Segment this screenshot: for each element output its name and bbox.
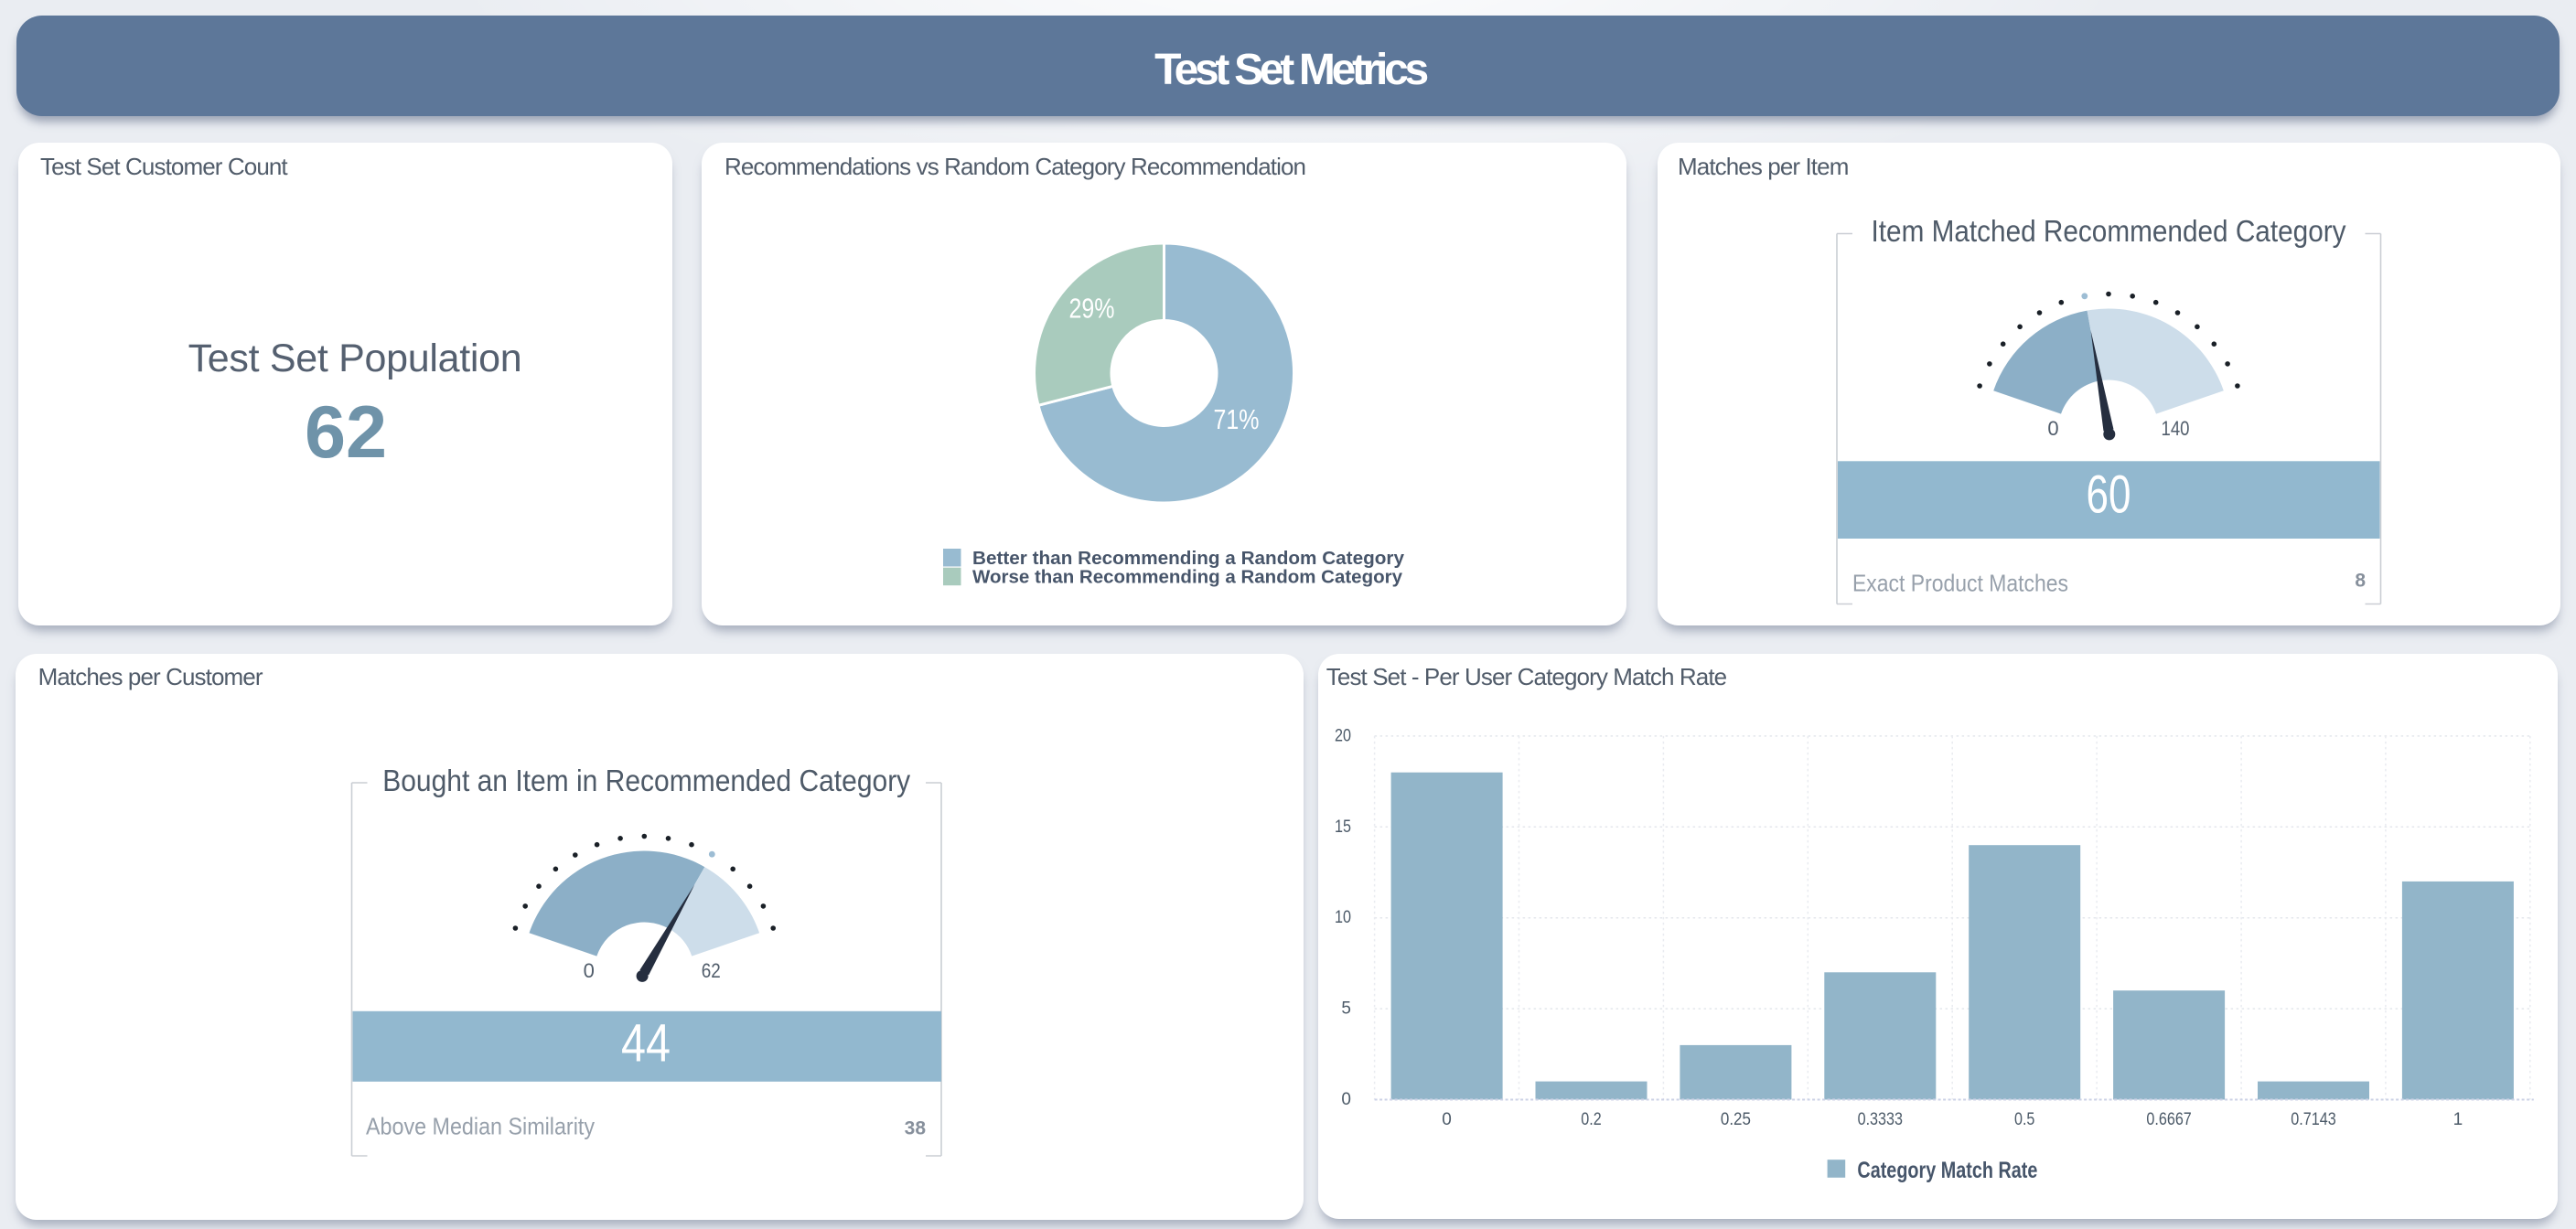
svg-text:Better than Recommending a Ran: Better than Recommending a Random Catego… [972,548,1405,569]
svg-text:60: 60 [2087,465,2131,525]
svg-text:29%: 29% [1069,293,1115,325]
svg-text:8: 8 [2355,571,2366,592]
svg-text:Above Median Similarity: Above Median Similarity [366,1113,595,1140]
svg-text:0.2: 0.2 [1581,1110,1601,1129]
svg-text:10: 10 [1335,908,1351,927]
svg-text:71%: 71% [1214,403,1260,435]
svg-text:Worse than Recommending a Rand: Worse than Recommending a Random Categor… [972,567,1403,588]
svg-text:44: 44 [621,1014,671,1074]
svg-text:140: 140 [2162,417,2190,440]
svg-text:0: 0 [2047,417,2058,440]
svg-text:0.6667: 0.6667 [2146,1110,2191,1129]
svg-text:1: 1 [2453,1110,2463,1129]
svg-text:0.3333: 0.3333 [1858,1110,1903,1129]
svg-text:20: 20 [1335,726,1351,745]
svg-text:0.25: 0.25 [1721,1110,1751,1129]
svg-text:5: 5 [1341,999,1351,1019]
svg-text:Exact Product Matches: Exact Product Matches [1852,570,2068,597]
svg-text:15: 15 [1335,818,1351,837]
svg-text:62: 62 [702,959,721,982]
svg-text:0.7143: 0.7143 [2291,1110,2335,1129]
svg-text:0: 0 [1442,1110,1452,1129]
svg-text:0.5: 0.5 [2014,1110,2034,1129]
svg-text:Bought an Item in Recommended: Bought an Item in Recommended Category [382,764,910,797]
svg-text:Category Match Rate: Category Match Rate [1857,1158,2037,1183]
svg-text:0: 0 [584,959,595,982]
svg-text:Item Matched Recommended Categ: Item Matched Recommended Category [1872,214,2346,248]
svg-text:0: 0 [1341,1090,1351,1109]
svg-text:38: 38 [905,1118,927,1139]
